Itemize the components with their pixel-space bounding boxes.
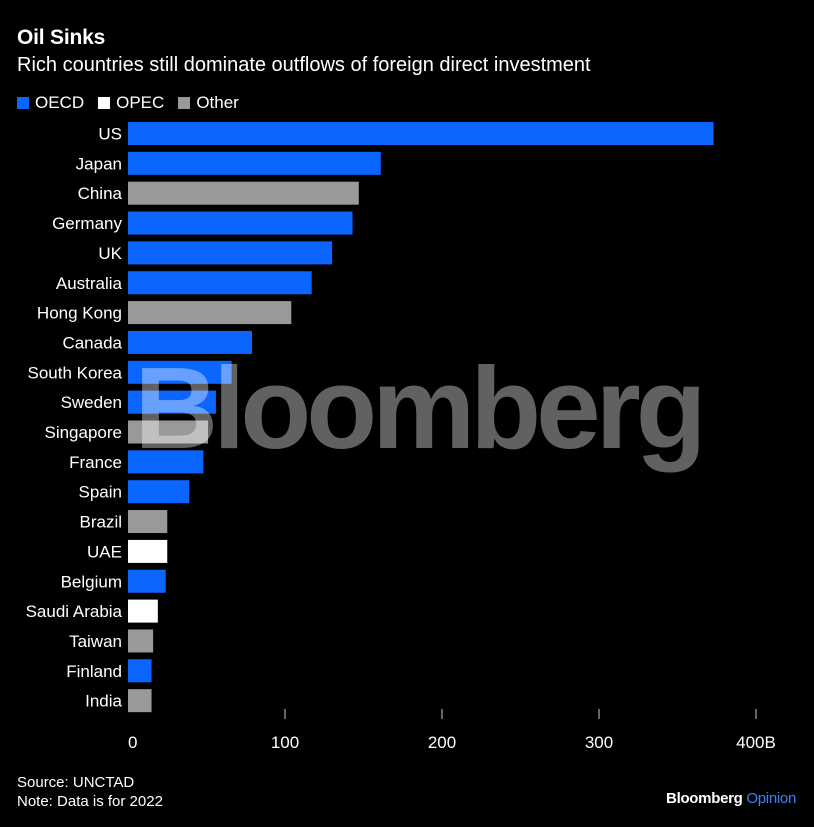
x-tick-label: 300 xyxy=(585,733,613,752)
bar xyxy=(128,390,216,414)
legend-item-oecd: OECD xyxy=(17,93,84,113)
bar xyxy=(128,181,359,205)
bar xyxy=(128,211,353,235)
bar xyxy=(128,599,158,623)
category-label: Singapore xyxy=(44,423,122,442)
brand-logo: Bloomberg Opinion xyxy=(666,790,796,807)
bar xyxy=(128,271,312,295)
legend-item-other: Other xyxy=(178,93,239,113)
category-label: South Korea xyxy=(27,363,122,382)
category-label: Australia xyxy=(56,274,123,293)
watermark-logo: Bloomberg xyxy=(134,343,701,473)
bar xyxy=(128,450,204,474)
brand-section: Opinion xyxy=(746,790,796,807)
category-label: Brazil xyxy=(79,513,122,532)
legend-label-other: Other xyxy=(196,93,239,112)
category-label: Finland xyxy=(66,662,122,681)
bar xyxy=(128,122,714,145)
category-label: Sweden xyxy=(61,393,122,412)
bar xyxy=(128,241,333,265)
bar xyxy=(128,420,209,444)
category-label: Germany xyxy=(52,214,122,233)
category-label: Hong Kong xyxy=(37,304,122,323)
bar xyxy=(128,659,152,683)
category-label: UK xyxy=(98,244,122,263)
legend: OECD OPEC Other xyxy=(17,93,253,113)
chart-subtitle: Rich countries still dominate outflows o… xyxy=(17,54,591,76)
legend-swatch-opec xyxy=(98,97,111,109)
chart-title: Oil Sinks xyxy=(17,26,106,49)
bar xyxy=(128,569,166,593)
category-label: US xyxy=(98,125,122,144)
category-label: Spain xyxy=(79,483,122,502)
x-tick-label: 200 xyxy=(428,733,456,752)
x-tick-label: 400B xyxy=(736,733,776,752)
category-label: Canada xyxy=(62,333,122,352)
legend-label-opec: OPEC xyxy=(116,93,165,112)
bar xyxy=(128,480,190,504)
bar xyxy=(128,539,168,563)
bar xyxy=(128,510,168,534)
legend-item-opec: OPEC xyxy=(98,93,164,113)
bar xyxy=(128,301,292,325)
legend-swatch-oecd xyxy=(17,97,29,109)
category-label: UAE xyxy=(87,542,122,561)
source-note: Source: UNCTAD xyxy=(17,774,135,791)
category-label: France xyxy=(69,453,122,472)
category-label: China xyxy=(78,184,123,203)
category-label: Taiwan xyxy=(69,632,122,651)
bar xyxy=(128,330,253,354)
brand-name: Bloomberg xyxy=(666,790,743,807)
bar xyxy=(128,360,232,384)
category-label: Belgium xyxy=(61,572,122,591)
x-tick-label: 100 xyxy=(271,733,299,752)
legend-label-oecd: OECD xyxy=(35,93,85,112)
category-label: Japan xyxy=(76,154,122,173)
category-label: India xyxy=(85,692,122,711)
category-label: Saudi Arabia xyxy=(26,602,123,621)
data-note: Note: Data is for 2022 xyxy=(17,793,163,810)
bar xyxy=(128,151,381,175)
bar xyxy=(128,689,152,713)
bar xyxy=(128,629,154,653)
legend-swatch-other xyxy=(178,97,191,109)
x-tick-label: 0 xyxy=(128,733,137,752)
